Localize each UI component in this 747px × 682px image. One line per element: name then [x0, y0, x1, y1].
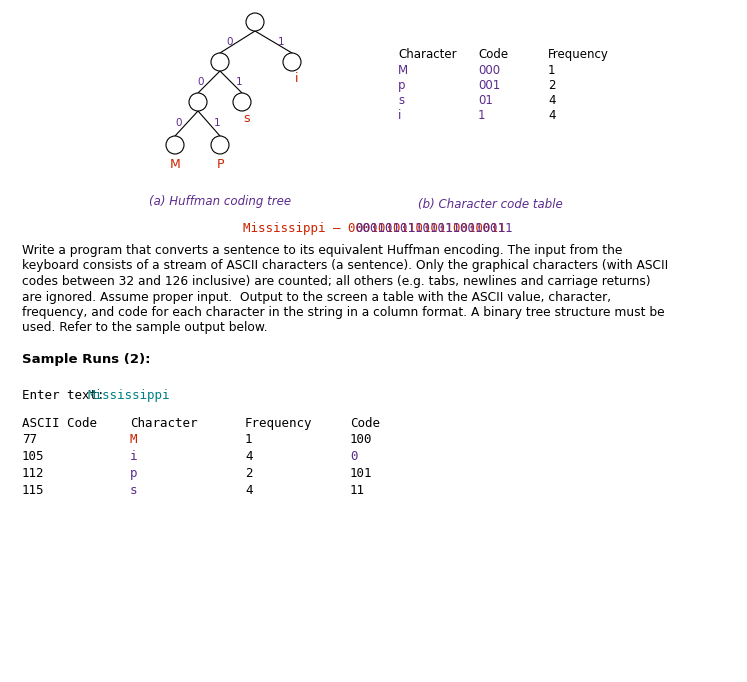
Circle shape	[283, 53, 301, 71]
Text: p: p	[398, 79, 406, 92]
Text: Code: Code	[350, 417, 380, 430]
Text: (a) Huffman coding tree: (a) Huffman coding tree	[149, 195, 291, 208]
Text: 0: 0	[176, 119, 182, 128]
Text: p: p	[130, 467, 137, 480]
Text: 1: 1	[236, 77, 242, 87]
Text: frequency, and code for each character in the string in a column format. A binar: frequency, and code for each character i…	[22, 306, 665, 319]
Text: 1: 1	[478, 109, 486, 122]
Text: 001: 001	[478, 79, 500, 92]
Circle shape	[189, 93, 207, 111]
Text: Code: Code	[478, 48, 508, 61]
Text: 1: 1	[245, 433, 252, 446]
Text: Enter text:: Enter text:	[22, 389, 112, 402]
Text: 77: 77	[22, 433, 37, 446]
Text: 100: 100	[350, 433, 373, 446]
Text: i: i	[398, 109, 401, 122]
Text: s: s	[244, 113, 250, 125]
Text: used. Refer to the sample output below.: used. Refer to the sample output below.	[22, 321, 267, 334]
Text: Frequency: Frequency	[245, 417, 312, 430]
Text: are ignored. Assume proper input.  Output to the screen a table with the ASCII v: are ignored. Assume proper input. Output…	[22, 291, 611, 303]
Text: Mississippi: Mississippi	[87, 389, 170, 402]
Text: 112: 112	[22, 467, 45, 480]
Text: 000101011010110010011: 000101011010110010011	[355, 222, 512, 235]
Text: Sample Runs (2):: Sample Runs (2):	[22, 353, 150, 366]
Text: 1: 1	[214, 119, 220, 128]
Text: 0: 0	[226, 37, 233, 47]
Text: 11: 11	[350, 484, 365, 497]
Text: 01: 01	[478, 94, 493, 107]
Text: s: s	[130, 484, 137, 497]
Text: 2: 2	[548, 79, 556, 92]
Text: (b) Character code table: (b) Character code table	[418, 198, 562, 211]
Text: Mississippi – 000101011010110010011: Mississippi – 000101011010110010011	[243, 222, 505, 235]
Text: 115: 115	[22, 484, 45, 497]
Text: M: M	[398, 64, 408, 77]
Text: i: i	[295, 72, 299, 85]
Text: Character: Character	[398, 48, 456, 61]
Text: 4: 4	[245, 450, 252, 463]
Text: 101: 101	[350, 467, 373, 480]
Text: Frequency: Frequency	[548, 48, 609, 61]
Text: s: s	[398, 94, 404, 107]
Text: 4: 4	[548, 109, 556, 122]
Text: 4: 4	[245, 484, 252, 497]
Text: Character: Character	[130, 417, 197, 430]
Text: 2: 2	[245, 467, 252, 480]
Text: P: P	[216, 158, 224, 170]
Text: 000: 000	[478, 64, 500, 77]
Text: M: M	[170, 158, 180, 170]
Circle shape	[246, 13, 264, 31]
Text: Write a program that converts a sentence to its equivalent Huffman encoding. The: Write a program that converts a sentence…	[22, 244, 622, 257]
Circle shape	[211, 136, 229, 154]
Circle shape	[211, 53, 229, 71]
Text: i: i	[130, 450, 137, 463]
Text: ASCII Code: ASCII Code	[22, 417, 97, 430]
Text: 0: 0	[198, 77, 204, 87]
Text: 105: 105	[22, 450, 45, 463]
Text: M: M	[130, 433, 137, 446]
Text: 0: 0	[350, 450, 358, 463]
Text: keyboard consists of a stream of ASCII characters (a sentence). Only the graphic: keyboard consists of a stream of ASCII c…	[22, 259, 669, 273]
Text: 1: 1	[278, 37, 285, 47]
Text: codes between 32 and 126 inclusive) are counted; all others (e.g. tabs, newlines: codes between 32 and 126 inclusive) are …	[22, 275, 651, 288]
Circle shape	[166, 136, 184, 154]
Text: 1: 1	[548, 64, 556, 77]
Text: 4: 4	[548, 94, 556, 107]
Circle shape	[233, 93, 251, 111]
